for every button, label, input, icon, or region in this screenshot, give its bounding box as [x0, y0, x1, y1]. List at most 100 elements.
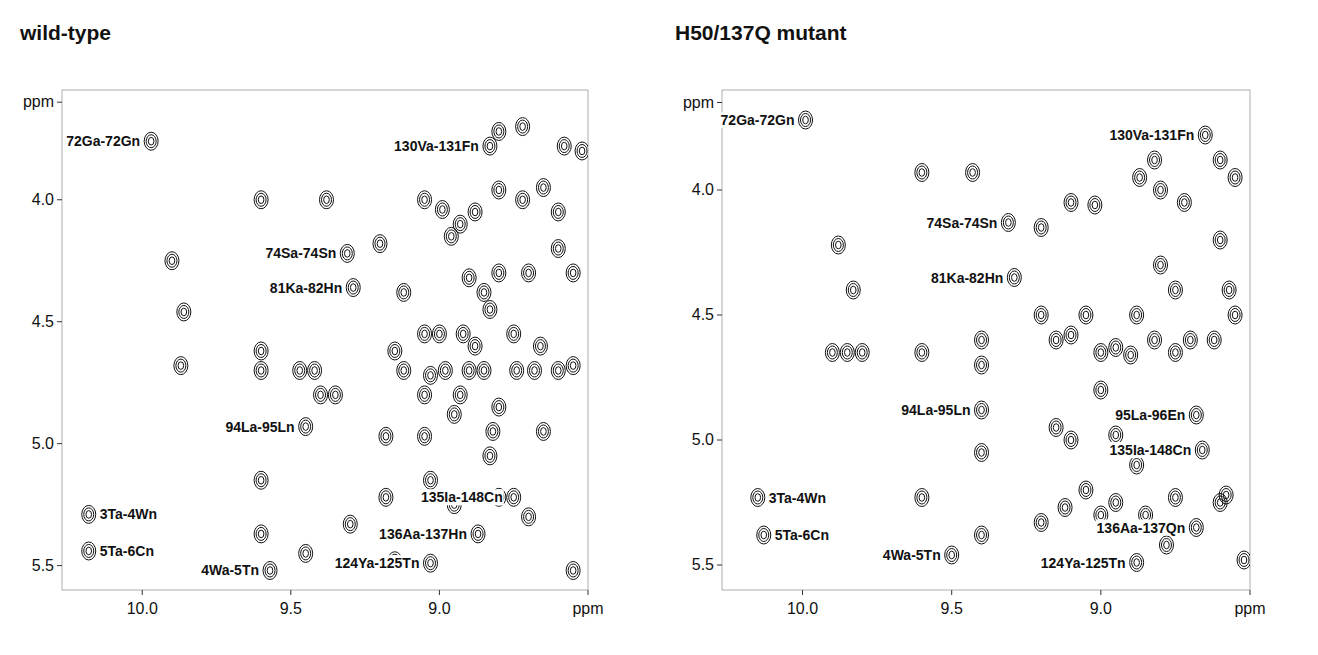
contour — [831, 236, 845, 254]
contour — [471, 525, 485, 543]
contour — [1133, 169, 1147, 187]
contour — [840, 344, 854, 362]
contour — [1051, 334, 1061, 347]
contour — [1068, 436, 1074, 444]
contour — [803, 116, 809, 124]
contour — [1215, 154, 1225, 167]
contour — [975, 526, 989, 544]
contour — [1132, 309, 1142, 322]
contour — [468, 203, 482, 221]
peak — [177, 303, 191, 321]
contour — [1224, 284, 1234, 297]
contour — [1148, 151, 1162, 169]
peak — [254, 525, 268, 543]
peak — [293, 361, 307, 379]
contour — [1207, 331, 1221, 349]
peak — [1183, 331, 1197, 349]
peak — [1130, 306, 1144, 324]
contour — [755, 494, 761, 502]
peak — [82, 542, 96, 560]
contour — [462, 269, 476, 287]
contour — [446, 230, 456, 243]
contour — [263, 561, 277, 579]
peak — [566, 264, 580, 282]
peak — [453, 386, 467, 404]
contour — [485, 140, 495, 153]
contour — [1132, 556, 1142, 569]
y-tick — [57, 443, 62, 444]
peak — [1148, 151, 1162, 169]
contour — [1185, 334, 1195, 347]
contour — [1009, 271, 1019, 284]
contour — [1038, 224, 1044, 232]
contour — [524, 266, 534, 279]
contour — [165, 252, 179, 270]
contour — [1083, 311, 1089, 319]
contour — [1092, 201, 1098, 209]
contour — [485, 449, 495, 462]
peak — [328, 386, 342, 404]
contour — [1081, 309, 1091, 322]
x-tick-label: 9.5 — [280, 600, 302, 617]
peak — [1213, 151, 1227, 169]
peak — [536, 422, 550, 440]
contour — [86, 511, 92, 519]
contour — [425, 474, 435, 487]
contour — [494, 266, 504, 279]
contour — [1154, 256, 1168, 274]
contour — [299, 418, 313, 436]
contour — [468, 337, 482, 355]
label-bg — [900, 402, 971, 418]
contour — [577, 144, 587, 157]
label-bg — [930, 270, 1004, 286]
contour — [751, 489, 765, 507]
contour — [1066, 434, 1076, 447]
peak — [492, 181, 506, 199]
contour — [258, 476, 264, 484]
peak — [975, 401, 989, 419]
peak — [915, 344, 929, 362]
peak — [522, 508, 536, 526]
peak — [379, 427, 393, 445]
contour — [520, 196, 526, 204]
contour — [428, 476, 434, 484]
peak — [1189, 406, 1203, 424]
contour — [1209, 334, 1219, 347]
contour — [254, 471, 268, 489]
contour — [1132, 459, 1142, 472]
peak — [492, 264, 506, 282]
contour — [86, 547, 92, 555]
contour — [179, 305, 189, 318]
contour — [1012, 274, 1018, 282]
contour — [479, 286, 489, 299]
contour — [490, 428, 496, 436]
contour — [1183, 331, 1197, 349]
peak-label: 135Ia-148Cn — [421, 489, 503, 505]
peak-label: 3Ta-4Wn — [100, 506, 157, 522]
peak — [1034, 514, 1048, 532]
contour — [435, 201, 449, 219]
peak-label: 81Ka-82Hn — [931, 270, 1003, 286]
contour — [979, 361, 985, 369]
contour — [570, 567, 576, 575]
contour — [496, 186, 502, 194]
y-tick-label: 4.0 — [692, 181, 714, 198]
contour — [258, 367, 264, 375]
contour — [475, 530, 481, 538]
peak-label: 95La-96En — [1115, 407, 1185, 423]
contour — [348, 281, 358, 294]
contour — [1098, 511, 1104, 519]
peak — [846, 281, 860, 299]
peak — [975, 356, 989, 374]
contour — [536, 179, 550, 197]
contour — [566, 264, 580, 282]
contour — [915, 164, 929, 182]
contour — [1158, 186, 1164, 194]
peak — [319, 191, 333, 209]
x-tick-label: 10.0 — [127, 600, 158, 617]
peak — [1159, 536, 1173, 554]
contour — [437, 203, 447, 216]
contour — [1221, 489, 1231, 502]
contour — [947, 549, 957, 562]
peak — [1154, 256, 1168, 274]
